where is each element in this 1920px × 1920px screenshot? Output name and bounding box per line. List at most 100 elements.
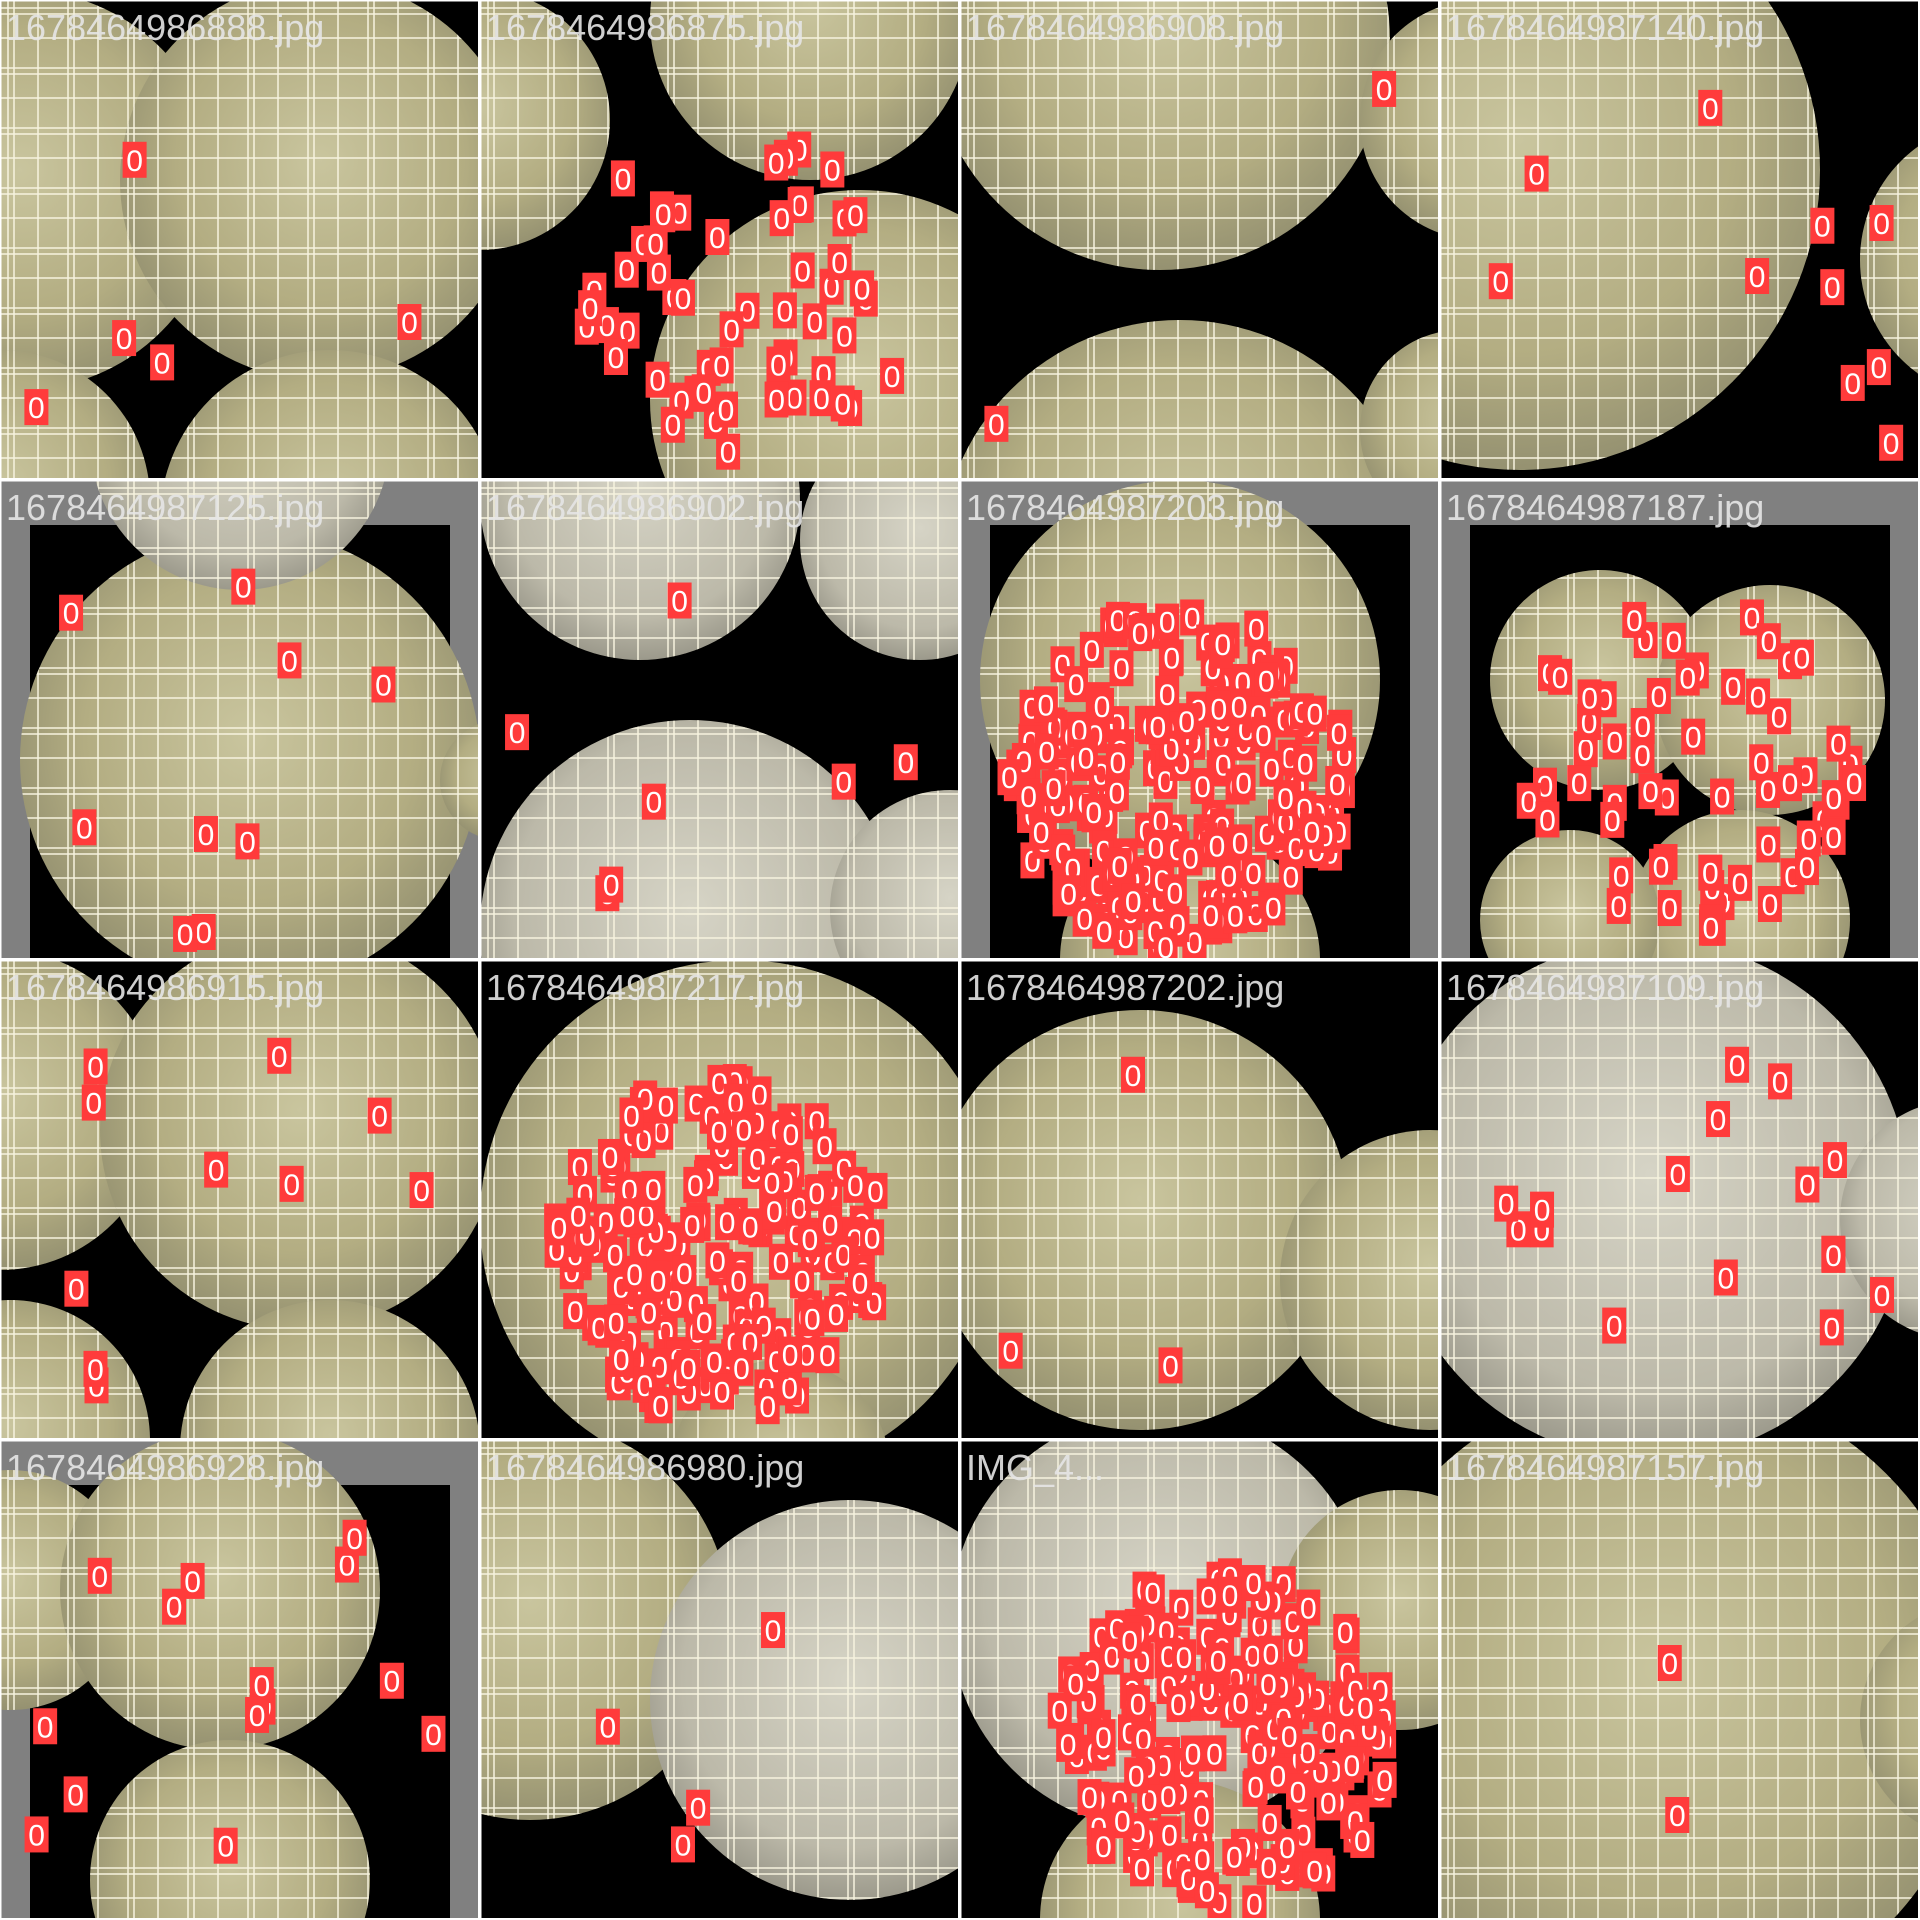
- detection-label: 0: [126, 145, 143, 178]
- detection-label: 0: [239, 826, 256, 859]
- detection-label: 0: [1799, 1170, 1816, 1203]
- detection-box-fill: [1202, 1735, 1227, 1772]
- detection-box-fill: [63, 1776, 88, 1813]
- detection-box: 0: [1153, 929, 1178, 958]
- detection-label: 0: [570, 1201, 587, 1234]
- detection-box-fill: [1713, 1259, 1738, 1296]
- detection-box: 0: [843, 197, 868, 234]
- detection-box-fill: [820, 151, 845, 188]
- detection-box-fill: [1092, 912, 1117, 949]
- detection-label: 0: [607, 1239, 624, 1272]
- detection-label: 0: [87, 1354, 104, 1387]
- detection-box-fill: [1162, 874, 1187, 911]
- detection-label: 0: [1110, 605, 1127, 638]
- detection-label: 0: [794, 1265, 811, 1298]
- detection-box-fill: [686, 1789, 711, 1826]
- detection-box-fill: [1840, 364, 1865, 401]
- detection-box-fill: [1869, 205, 1894, 242]
- detection-box-fill: [409, 1172, 434, 1209]
- detection-box: 0: [715, 1204, 740, 1241]
- detection-box: 0: [1524, 155, 1549, 192]
- counting-grid: [1280, 1130, 1438, 1430]
- detection-box: 0: [1535, 801, 1560, 838]
- detection-box-fill: [1090, 687, 1115, 724]
- detection-box-fill: [641, 783, 666, 820]
- detection-box: 0: [72, 809, 97, 846]
- detection-label: 0: [1306, 1855, 1323, 1888]
- detection-label: 0: [339, 1550, 356, 1583]
- detection-box: 0: [726, 1262, 751, 1299]
- detection-label: 0: [1001, 762, 1018, 795]
- detection-box-fill: [81, 1084, 106, 1121]
- detection-box-fill: [824, 1295, 849, 1332]
- detection-label: 0: [781, 1372, 798, 1405]
- detection-box: 0: [1661, 622, 1686, 659]
- detection-label: 0: [1376, 1765, 1393, 1798]
- detection-label: 0: [1703, 913, 1720, 946]
- detection-box-fill: [755, 1388, 780, 1425]
- detection-label: 0: [768, 148, 785, 181]
- detection-label: 0: [1661, 893, 1678, 926]
- detection-box: 0: [409, 1172, 434, 1209]
- detection-box: 0: [800, 1300, 825, 1337]
- detection-label: 0: [735, 1114, 752, 1147]
- detection-box-fill: [112, 320, 137, 357]
- detection-label: 0: [1577, 734, 1594, 767]
- counting-grid: [650, 0, 958, 180]
- detection-box: 0: [1820, 269, 1845, 306]
- detection-box: 0: [603, 338, 628, 375]
- detection-box: 0: [421, 1715, 446, 1752]
- detection-box-fill: [1339, 1746, 1364, 1783]
- detection-box-fill: [1327, 714, 1352, 751]
- detection-label: 0: [1679, 663, 1696, 696]
- detection-box: 0: [1056, 875, 1081, 912]
- detection-label: 0: [425, 1719, 442, 1752]
- detection-label: 0: [730, 1265, 747, 1298]
- detection-box-fill: [1196, 1578, 1221, 1615]
- detection-box-fill: [738, 1208, 763, 1245]
- detection-label: 0: [1520, 786, 1537, 819]
- detection-label: 0: [651, 258, 668, 291]
- detection-label: 0: [1209, 830, 1226, 863]
- detection-box: 0: [1105, 743, 1130, 780]
- detection-label: 0: [1160, 1781, 1177, 1814]
- detection-box: 0: [1047, 1692, 1072, 1729]
- detection-box-fill: [997, 759, 1022, 796]
- detection-box: 0: [622, 1255, 647, 1292]
- detection-box-fill: [1296, 1589, 1321, 1626]
- detection-box: 0: [267, 1037, 292, 1074]
- detection-box-fill: [1286, 1773, 1311, 1810]
- detection-box-fill: [231, 568, 256, 605]
- image-tile: 0 0 1678464987157.jpg: [1439, 1439, 1920, 1920]
- detection-box: 0: [1223, 897, 1248, 934]
- detection-box-fill: [843, 197, 868, 234]
- detection-box-fill: [1600, 801, 1625, 838]
- detection-box-fill: [1033, 686, 1058, 723]
- detection-box-fill: [1190, 1841, 1215, 1878]
- detection-box-fill: [1104, 774, 1129, 811]
- detection-label: 0: [1760, 775, 1777, 808]
- detection-label: 0: [1651, 681, 1668, 714]
- detection-box-fill: [1091, 1719, 1116, 1756]
- detection-box: 0: [83, 1048, 108, 1085]
- detection-box: 0: [1698, 854, 1723, 891]
- detection-label: 0: [1260, 1852, 1277, 1885]
- counting-grid: [960, 320, 1406, 478]
- detection-box: 0: [1155, 675, 1180, 712]
- detection-box-fill: [1243, 1768, 1268, 1805]
- detection-box: 0: [1757, 885, 1782, 922]
- detection-label: 0: [217, 1831, 234, 1864]
- detection-label: 0: [1202, 900, 1219, 933]
- detection-box-fill: [1047, 1692, 1072, 1729]
- detection-label: 0: [1634, 711, 1651, 744]
- detection-label: 0: [1144, 1577, 1161, 1610]
- detection-label: 0: [1710, 1104, 1727, 1137]
- detection-box: 0: [1202, 1735, 1227, 1772]
- detection-box-fill: [1079, 631, 1104, 668]
- detection-box-fill: [680, 1206, 705, 1243]
- detection-label: 0: [1772, 1066, 1789, 1099]
- detection-box: 0: [1166, 1686, 1191, 1723]
- detection-box-fill: [1665, 1796, 1690, 1833]
